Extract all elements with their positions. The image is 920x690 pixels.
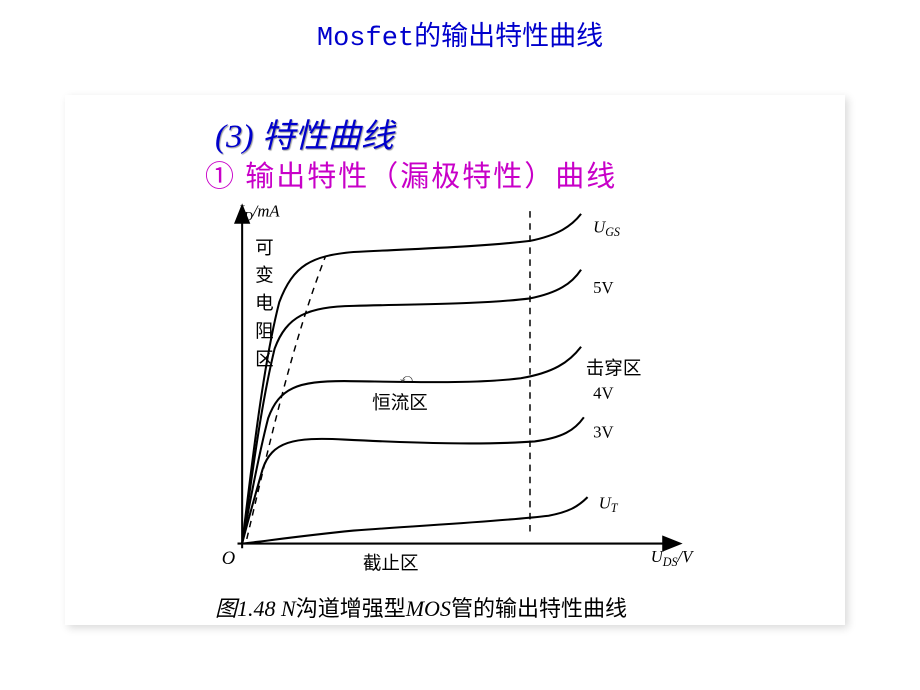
- curve-label-5v: 5V: [593, 278, 613, 297]
- svg-text:区: 区: [255, 349, 274, 370]
- curve-label-3v: 3V: [593, 423, 613, 442]
- curve-ut: [242, 497, 587, 543]
- curve-3v: [242, 417, 584, 543]
- origin-label: O: [222, 548, 235, 569]
- curve-label-ugs: UGS: [593, 218, 620, 240]
- curve-label-4v: 4V: [593, 384, 613, 403]
- cutoff-region-label: 截止区: [363, 554, 419, 575]
- cursor-icon: ⤺: [400, 371, 413, 385]
- svg-text:电: 电: [255, 294, 274, 315]
- svg-text:变: 变: [255, 266, 274, 287]
- y-axis-label: ID/mA: [237, 202, 280, 224]
- breakdown-region-label: 击穿区: [586, 359, 642, 380]
- subsection-heading: ① 输出特性（漏极特性）曲线: [205, 153, 617, 195]
- output-characteristic-chart: ID/mA UDS/V O 可变电阻区 恒流区 ⤺ 截止区: [205, 195, 725, 595]
- content-panel: (3) 特性曲线 ① 输出特性（漏极特性）曲线 ID/mA: [65, 95, 845, 625]
- curve-label-ut: UT: [599, 493, 619, 515]
- page-title: Mosfet的输出特性曲线: [0, 14, 920, 54]
- ohmic-region-label: 可变电阻区: [255, 238, 274, 370]
- svg-text:阻: 阻: [255, 321, 274, 342]
- svg-text:可: 可: [255, 238, 274, 259]
- x-axis-label: UDS/V: [651, 547, 694, 569]
- section-heading: (3) 特性曲线: [215, 109, 394, 157]
- saturation-region-label: 恒流区: [372, 393, 428, 414]
- figure-caption: 图1.48 N沟道增强型MOS管的输出特性曲线: [215, 591, 627, 623]
